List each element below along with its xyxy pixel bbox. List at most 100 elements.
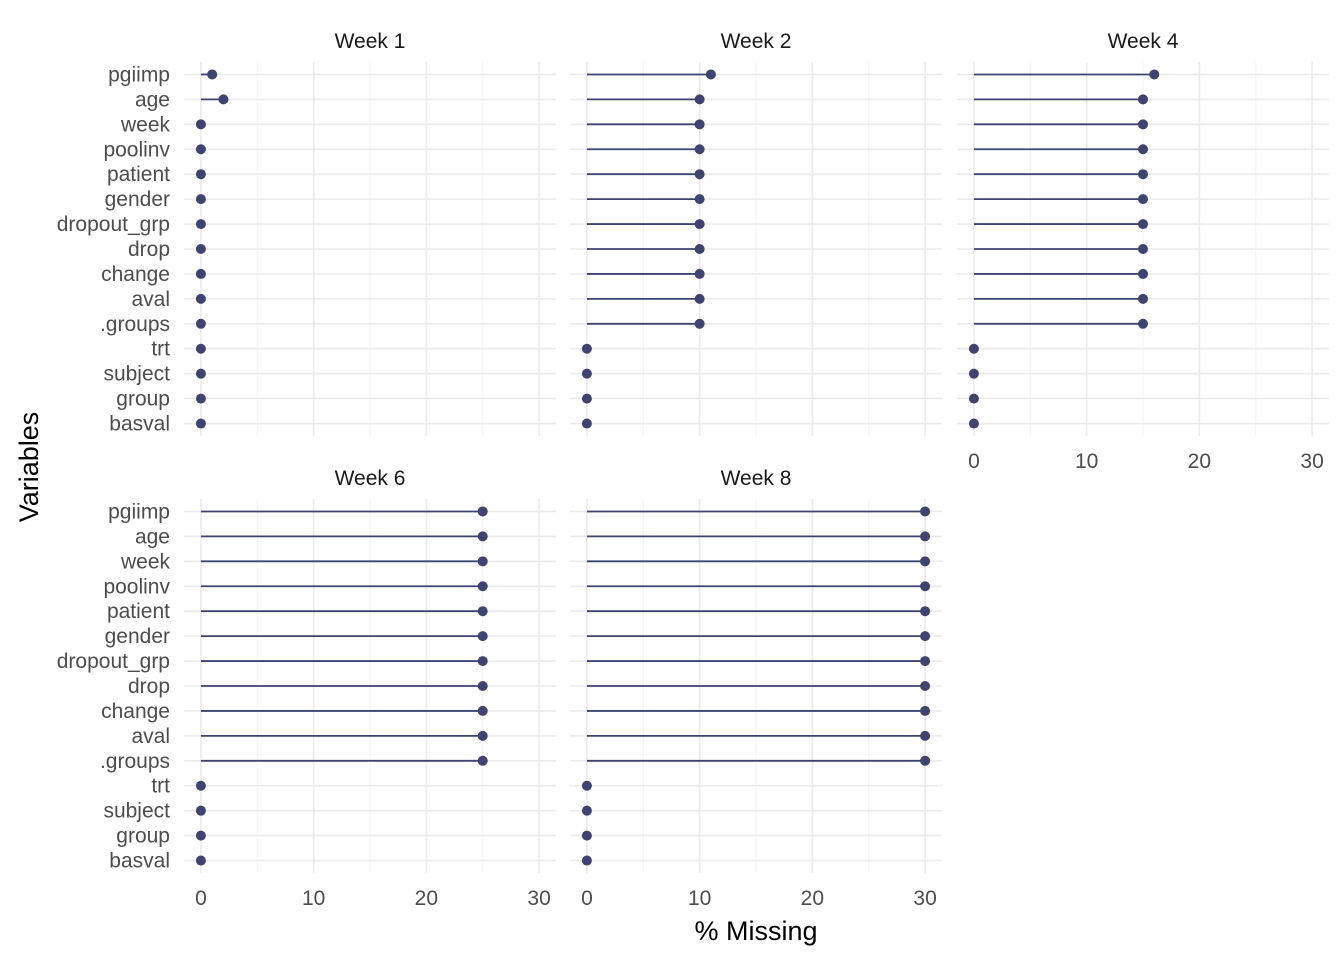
x-tick-label: 10 <box>1075 450 1098 473</box>
lollipop-dot <box>920 581 931 592</box>
lollipop-dot <box>968 343 979 354</box>
facet-panel: Week 8 0 10 20 30 <box>570 467 942 910</box>
lollipop-dot <box>581 805 592 816</box>
facet-panel: Week 2 <box>570 30 942 436</box>
lollipop-dot <box>195 144 206 155</box>
lollipop-dot <box>705 69 716 80</box>
lollipop-dot <box>1138 318 1148 329</box>
lollipop-dot <box>694 144 705 155</box>
lollipop-dot <box>694 119 705 130</box>
x-tick-label: 20 <box>1188 450 1211 473</box>
lollipop-dot <box>195 194 206 205</box>
y-tick-label: basval <box>109 413 170 436</box>
x-tick-label: 30 <box>527 887 550 910</box>
lollipop-dot <box>218 94 229 105</box>
lollipop-dot <box>195 268 206 279</box>
x-tick-label: 10 <box>688 887 711 910</box>
lollipop-dot <box>207 69 218 80</box>
lollipop-dot <box>477 631 488 642</box>
y-tick-label: drop <box>128 238 170 261</box>
y-tick-label: week <box>120 550 171 573</box>
lollipop-dot <box>581 343 592 354</box>
y-tick-label: week <box>120 113 171 136</box>
lollipop-dot <box>920 730 931 741</box>
lollipop-dot <box>477 705 488 716</box>
lollipop-dot <box>920 531 931 542</box>
y-tick-label: dropout_grp <box>57 650 170 673</box>
lollipop-dot <box>477 531 488 542</box>
lollipop-dot <box>1138 119 1148 130</box>
lollipop-dot <box>694 293 705 304</box>
y-tick-label: dropout_grp <box>57 213 170 236</box>
lollipop-dot <box>694 318 705 329</box>
y-tick-label: group <box>116 825 170 848</box>
lollipop-dot <box>920 755 931 766</box>
lollipop-dot <box>195 805 206 816</box>
lollipop-dot <box>195 244 206 254</box>
lollipop-dot <box>1138 169 1148 180</box>
facet-title: Week 8 <box>721 467 792 490</box>
lollipop-dot <box>1138 94 1148 105</box>
lollipop-dot <box>195 368 206 379</box>
lollipop-dot <box>920 631 931 642</box>
y-tick-label: subject <box>103 800 170 823</box>
lollipop-dot <box>1138 219 1148 230</box>
lollipop-dot <box>195 855 206 866</box>
x-tick-label: 0 <box>968 450 980 473</box>
facet-title: Week 2 <box>721 30 792 53</box>
lollipop-dot <box>920 606 931 617</box>
y-tick-label: .groups <box>100 750 170 773</box>
lollipop-dot <box>920 705 931 716</box>
lollipop-dot <box>694 244 705 254</box>
facet-panel: Week 6pgiimpageweekpoolinvpatientgenderd… <box>57 467 556 910</box>
lollipop-dot <box>477 730 488 741</box>
x-axis-title: % Missing <box>694 916 817 946</box>
lollipop-dot <box>477 606 488 617</box>
lollipop-dot <box>195 318 206 329</box>
lollipop-dot <box>477 755 488 766</box>
y-tick-label: subject <box>103 363 170 386</box>
lollipop-dot <box>581 393 592 404</box>
lollipop-dot <box>195 780 206 791</box>
facet-panel: Week 4 0 10 20 30 <box>957 30 1329 473</box>
lollipop-dot <box>581 368 592 379</box>
lollipop-dot <box>477 681 488 691</box>
lollipop-dot <box>195 343 206 354</box>
lollipop-dot <box>195 219 206 230</box>
lollipop-dot <box>968 393 979 404</box>
y-tick-label: poolinv <box>103 138 170 161</box>
lollipop-dot <box>694 219 705 230</box>
lollipop-dot <box>694 94 705 105</box>
x-tick-label: 0 <box>195 887 207 910</box>
facet-panel: Week 1pgiimpageweekpoolinvpatientgenderd… <box>57 30 556 436</box>
lollipop-dot <box>195 293 206 304</box>
lollipop-dot <box>477 581 488 592</box>
x-tick-label: 0 <box>581 887 593 910</box>
facet-title: Week 4 <box>1108 30 1179 53</box>
lollipop-dot <box>694 194 705 205</box>
y-tick-label: gender <box>105 625 170 648</box>
lollipop-dot <box>1138 268 1148 279</box>
y-tick-label: gender <box>105 188 170 211</box>
lollipop-dot <box>694 169 705 180</box>
lollipop-dot <box>920 506 931 517</box>
lollipop-dot <box>1138 144 1148 155</box>
y-tick-label: pgiimp <box>108 500 170 523</box>
x-tick-label: 20 <box>801 887 824 910</box>
lollipop-dot <box>195 119 206 130</box>
y-tick-label: patient <box>107 600 170 623</box>
y-tick-label: trt <box>151 775 170 798</box>
lollipop-dot <box>581 855 592 866</box>
facet-title: Week 6 <box>335 467 406 490</box>
lollipop-dot <box>195 418 206 429</box>
y-tick-label: trt <box>151 338 170 361</box>
x-tick-label: 30 <box>913 887 936 910</box>
lollipop-dot <box>581 418 592 429</box>
y-tick-label: patient <box>107 163 170 186</box>
y-tick-label: age <box>135 88 170 111</box>
lollipop-dot <box>1149 69 1160 80</box>
y-tick-label: basval <box>109 850 170 873</box>
y-tick-label: aval <box>131 288 170 311</box>
lollipop-dot <box>477 656 488 667</box>
